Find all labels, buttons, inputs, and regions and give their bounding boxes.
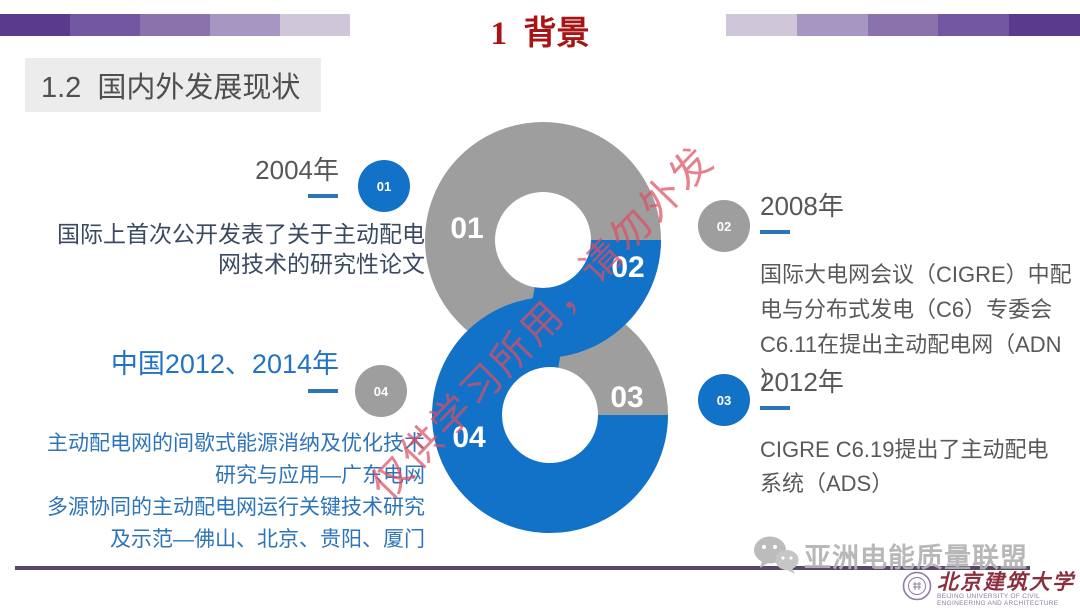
badge-04: 04 [355,365,407,417]
dash-2004 [308,194,338,198]
timeline-item-2004: 2004年 国际上首次公开发表了关于主动配电 网技术的研究性论文 [35,155,425,279]
gradient-bar-segment [796,14,868,36]
badge-03-label: 03 [716,392,732,408]
gradient-bar-segment [1009,14,1080,36]
gradient-bar-segment [867,14,939,36]
badge-02: 02 [698,200,750,252]
gradient-bar-segment [140,14,210,36]
dash-2008 [760,230,790,234]
timeline-desc-2004: 国际上首次公开发表了关于主动配电 网技术的研究性论文 [57,221,425,277]
dash-2012 [760,406,790,410]
dash-china [308,389,338,393]
figure-number-01: 01 [450,212,483,245]
footer-divider-line [15,566,1030,570]
gradient-bar-segment [210,14,280,36]
badge-01: 01 [358,160,410,212]
timeline-item-2012: 2012年 CIGRE C6.19提出了主动配电 系统（ADS） [760,367,1076,501]
section-title-box: 1.2 国内外发展现状 [25,58,321,112]
gradient-bar-segment [938,14,1010,36]
badge-01-label: 01 [376,178,392,194]
university-name-en-line2: ENGINEERING AND ARCHITECTURE [937,600,1059,607]
footer-watermark-text: 亚洲电能质量联盟 [804,542,1028,573]
timeline-item-2008: 2008年 国际大电网会议（CIGRE）中配 电与分布式发电（C6）专委会 C6… [760,191,1076,397]
figure-number-04: 04 [452,421,486,454]
university-name: 北京建筑大学 [937,570,1075,594]
header-gradient-bar-left [0,14,350,36]
timeline-item-china: 中国2012、2014年 主动配电网的间歇式能源消纳及优化技术 研究与应用—广东… [35,348,425,556]
badge-04-label: 04 [373,383,389,399]
badge-02-label: 02 [716,218,732,234]
timeline-year-china: 中国2012、2014年 [110,349,339,379]
footer-watermark: 亚洲电能质量联盟 [752,534,1028,576]
header-gradient-bar-right [726,14,1080,36]
university-name-en-line1: BEIJING UNIVERSITY OF CIVIL [937,593,1040,600]
section-title-text: 1.2 国内外发展现状 [41,72,301,104]
university-logo: 北京建筑大学 BEIJING UNIVERSITY OF CIVIL ENGIN… [902,571,1075,607]
wechat-icon [754,536,799,574]
gradient-bar-segment [280,14,350,36]
timeline-year-2012: 2012年 [760,367,844,397]
gradient-bar-segment [0,14,70,36]
bottom-ring-blue [432,297,668,533]
timeline-desc-china: 主动配电网的间歇式能源消纳及优化技术 研究与应用—广东电网 多源协同的主动配电网… [47,432,425,551]
timeline-year-2008: 2008年 [760,191,844,221]
timeline-desc-2012: CIGRE C6.19提出了主动配电 系统（ADS） [760,437,1049,496]
timeline-desc-2008: 国际大电网会议（CIGRE）中配 电与分布式发电（C6）专委会 C6.11在提出… [760,262,1072,392]
page-title: 1 背景 [490,16,590,52]
gradient-bar-segment [726,14,797,36]
timeline-year-2004: 2004年 [255,155,339,185]
university-seal-icon [902,571,932,601]
figure-number-03: 03 [610,381,643,414]
badge-03: 03 [698,374,750,426]
figure-number-02: 02 [611,251,644,284]
gradient-bar-segment [70,14,140,36]
